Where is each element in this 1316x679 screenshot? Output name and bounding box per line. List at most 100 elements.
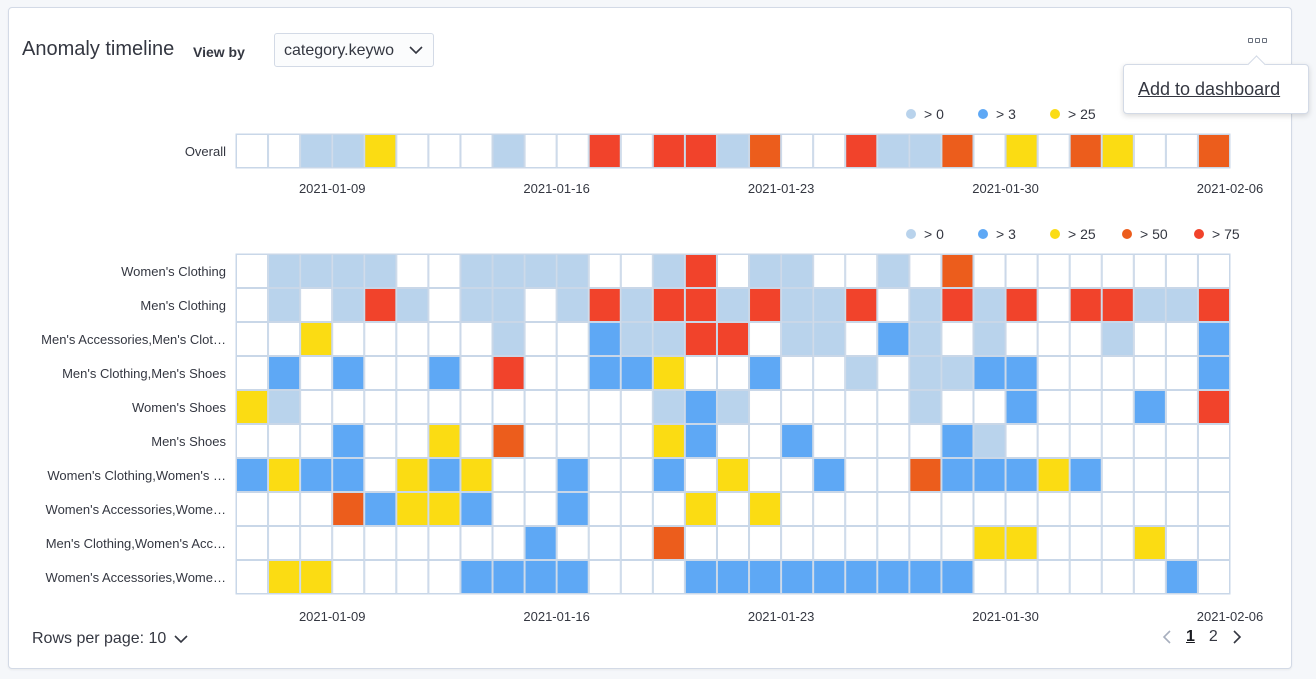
swimlane-cell[interactable] — [941, 288, 974, 322]
swimlane-cell[interactable] — [652, 322, 685, 356]
swimlane-cell[interactable] — [1133, 390, 1166, 424]
swimlane-cell[interactable] — [973, 390, 1006, 424]
swimlane-cell[interactable] — [620, 458, 653, 492]
swimlane-cell[interactable] — [524, 254, 557, 288]
swimlane-cell[interactable] — [716, 492, 750, 526]
swimlane-cell[interactable] — [460, 526, 493, 560]
swimlane-cell[interactable] — [716, 356, 750, 390]
swimlane-cell[interactable] — [1005, 492, 1038, 526]
swimlane-cell[interactable] — [1069, 526, 1102, 560]
swimlane-cell[interactable] — [364, 458, 397, 492]
swimlane-cell[interactable] — [1197, 254, 1230, 288]
swimlane-cell[interactable] — [716, 458, 750, 492]
swimlane-cell[interactable] — [1069, 322, 1102, 356]
swimlane-cell[interactable] — [428, 134, 461, 168]
swimlane-cell[interactable] — [332, 458, 365, 492]
swimlane-cell[interactable] — [845, 134, 878, 168]
swimlane-cell[interactable] — [1005, 288, 1038, 322]
swimlane-cell[interactable] — [396, 526, 429, 560]
swimlane-cell[interactable] — [428, 288, 461, 322]
swimlane-cell[interactable] — [1165, 356, 1198, 390]
swimlane-cell[interactable] — [652, 390, 685, 424]
swimlane-cell[interactable] — [396, 458, 429, 492]
swimlane-cell[interactable] — [781, 458, 814, 492]
swimlane-cell[interactable] — [396, 560, 429, 594]
swimlane-cell[interactable] — [492, 322, 525, 356]
swimlane-cell[interactable] — [300, 356, 333, 390]
swimlane-cell[interactable] — [845, 492, 878, 526]
swimlane-cell[interactable] — [1133, 356, 1166, 390]
swimlane-cell[interactable] — [1165, 390, 1198, 424]
swimlane-cell[interactable] — [492, 526, 525, 560]
swimlane-cell[interactable] — [460, 134, 493, 168]
swimlane-cell[interactable] — [492, 134, 525, 168]
swimlane-cell[interactable] — [845, 390, 878, 424]
swimlane-cell[interactable] — [652, 288, 685, 322]
swimlane-cell[interactable] — [1037, 134, 1070, 168]
swimlane-cell[interactable] — [524, 458, 557, 492]
swimlane-cell[interactable] — [1197, 492, 1230, 526]
swimlane-cell[interactable] — [1005, 322, 1038, 356]
swimlane-cell[interactable] — [684, 134, 717, 168]
swimlane-cell[interactable] — [492, 492, 525, 526]
swimlane-cell[interactable] — [1197, 424, 1230, 458]
swimlane-cell[interactable] — [332, 492, 365, 526]
swimlane-cell[interactable] — [556, 526, 589, 560]
swimlane-cell[interactable] — [1133, 254, 1166, 288]
swimlane-cell[interactable] — [236, 254, 269, 288]
swimlane-cell[interactable] — [588, 424, 621, 458]
swimlane-cell[interactable] — [1133, 288, 1166, 322]
swimlane-cell[interactable] — [716, 390, 750, 424]
swimlane-cell[interactable] — [268, 492, 301, 526]
swimlane-cell[interactable] — [396, 356, 429, 390]
swimlane-cell[interactable] — [749, 134, 782, 168]
swimlane-cell[interactable] — [716, 288, 750, 322]
swimlane-cell[interactable] — [1101, 526, 1134, 560]
swimlane-cell[interactable] — [620, 134, 653, 168]
swimlane-cell[interactable] — [973, 526, 1006, 560]
swimlane-cell[interactable] — [1037, 254, 1070, 288]
swimlane-cell[interactable] — [973, 424, 1006, 458]
swimlane-cell[interactable] — [364, 492, 397, 526]
swimlane-cell[interactable] — [1005, 458, 1038, 492]
swimlane-cell[interactable] — [845, 560, 878, 594]
swimlane-cell[interactable] — [1165, 134, 1198, 168]
swimlane-cell[interactable] — [460, 560, 493, 594]
swimlane-cell[interactable] — [652, 560, 685, 594]
swimlane-cell[interactable] — [332, 390, 365, 424]
swimlane-cell[interactable] — [781, 254, 814, 288]
swimlane-cell[interactable] — [845, 288, 878, 322]
swimlane-cell[interactable] — [460, 458, 493, 492]
swimlane-cell[interactable] — [332, 254, 365, 288]
swimlane-cell[interactable] — [813, 492, 846, 526]
swimlane-cell[interactable] — [749, 526, 782, 560]
swimlane-cell[interactable] — [1101, 560, 1134, 594]
swimlane-cell[interactable] — [460, 356, 493, 390]
swimlane-cell[interactable] — [588, 254, 621, 288]
swimlane-cell[interactable] — [1133, 492, 1166, 526]
swimlane-cell[interactable] — [877, 356, 910, 390]
swimlane-cell[interactable] — [813, 526, 846, 560]
swimlane-cell[interactable] — [300, 458, 333, 492]
swimlane-cell[interactable] — [556, 492, 589, 526]
swimlane-cell[interactable] — [1165, 560, 1198, 594]
swimlane-cell[interactable] — [1133, 322, 1166, 356]
swimlane-cell[interactable] — [781, 560, 814, 594]
swimlane-cell[interactable] — [1133, 424, 1166, 458]
swimlane-cell[interactable] — [492, 288, 525, 322]
swimlane-cell[interactable] — [1069, 254, 1102, 288]
swimlane-cell[interactable] — [300, 390, 333, 424]
swimlane-cell[interactable] — [620, 560, 653, 594]
swimlane-cell[interactable] — [684, 356, 717, 390]
chevron-left-icon[interactable] — [1162, 629, 1172, 645]
swimlane-cell[interactable] — [588, 492, 621, 526]
swimlane-cell[interactable] — [716, 424, 750, 458]
swimlane-cell[interactable] — [813, 560, 846, 594]
swimlane-cell[interactable] — [620, 424, 653, 458]
swimlane-cell[interactable] — [556, 356, 589, 390]
swimlane-cell[interactable] — [909, 322, 942, 356]
swimlane-cell[interactable] — [620, 356, 653, 390]
swimlane-cell[interactable] — [460, 390, 493, 424]
swimlane-cell[interactable] — [941, 322, 974, 356]
swimlane-cell[interactable] — [1005, 254, 1038, 288]
